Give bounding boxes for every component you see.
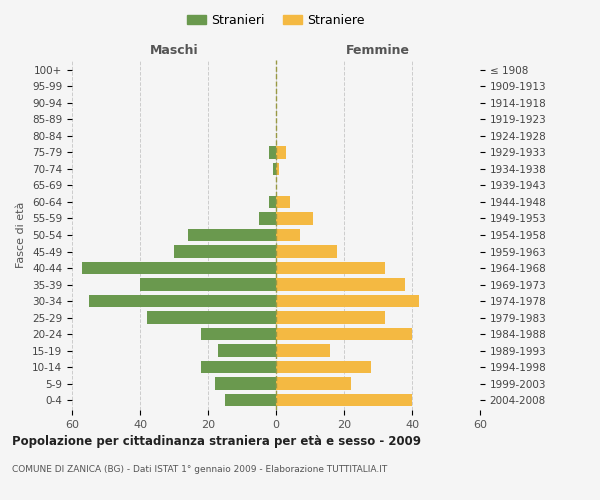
Bar <box>272 163 276 175</box>
Bar <box>276 146 286 158</box>
Bar <box>225 394 276 406</box>
Y-axis label: Fasce di età: Fasce di età <box>16 202 26 268</box>
Bar <box>276 212 313 224</box>
Bar <box>201 328 276 340</box>
Bar <box>276 378 351 390</box>
Bar <box>201 361 276 374</box>
Text: COMUNE DI ZANICA (BG) - Dati ISTAT 1° gennaio 2009 - Elaborazione TUTTITALIA.IT: COMUNE DI ZANICA (BG) - Dati ISTAT 1° ge… <box>12 465 387 474</box>
Y-axis label: Anni di nascita: Anni di nascita <box>599 194 600 276</box>
Text: Maschi: Maschi <box>149 44 199 57</box>
Bar <box>276 394 412 406</box>
Bar <box>276 246 337 258</box>
Text: Popolazione per cittadinanza straniera per età e sesso - 2009: Popolazione per cittadinanza straniera p… <box>12 435 421 448</box>
Bar <box>276 295 419 307</box>
Bar <box>276 344 331 357</box>
Bar <box>188 229 276 241</box>
Bar <box>174 246 276 258</box>
Text: Femmine: Femmine <box>346 44 410 57</box>
Bar <box>276 278 405 290</box>
Bar <box>218 344 276 357</box>
Bar <box>276 361 371 374</box>
Bar <box>276 196 290 208</box>
Bar <box>269 146 276 158</box>
Bar <box>89 295 276 307</box>
Bar <box>140 278 276 290</box>
Bar <box>276 163 280 175</box>
Bar <box>147 312 276 324</box>
Bar <box>276 328 412 340</box>
Bar <box>215 378 276 390</box>
Bar <box>276 262 385 274</box>
Legend: Stranieri, Straniere: Stranieri, Straniere <box>182 8 370 32</box>
Bar <box>276 312 385 324</box>
Bar <box>82 262 276 274</box>
Bar <box>269 196 276 208</box>
Bar <box>276 229 300 241</box>
Bar <box>259 212 276 224</box>
